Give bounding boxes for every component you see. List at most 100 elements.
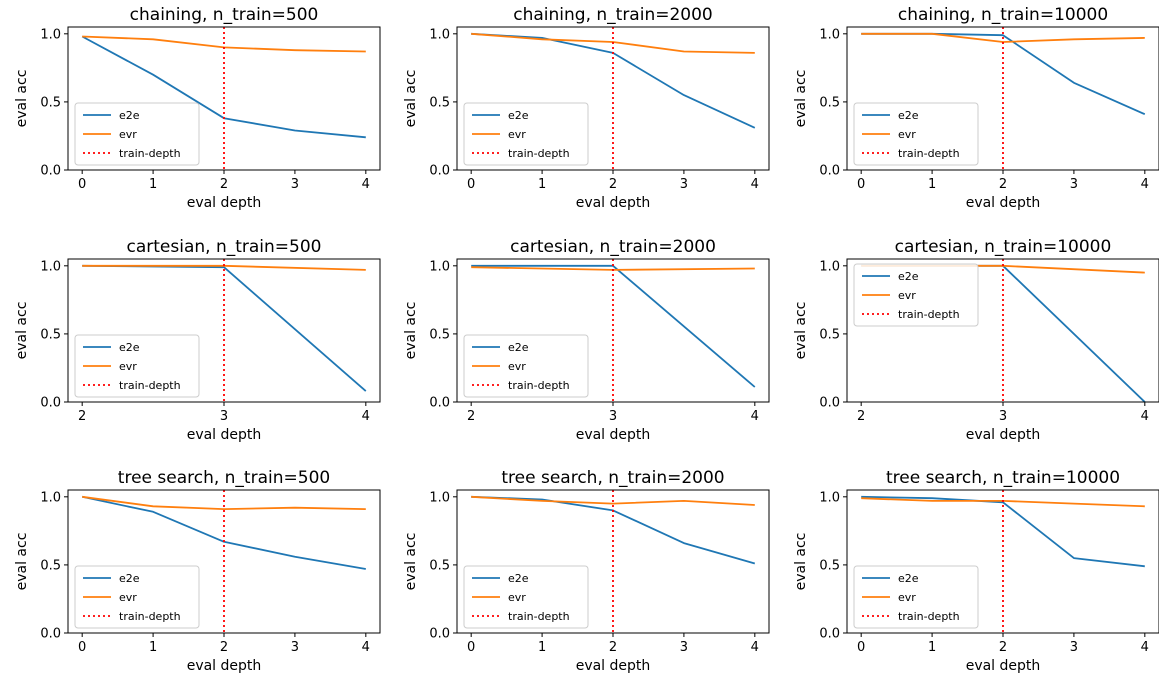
series-line-e2e (861, 495, 1145, 568)
y-axis-label: eval acc (14, 70, 30, 128)
y-tick-label: 0.5 (819, 558, 840, 573)
y-tick-label: 0.5 (40, 95, 61, 110)
legend-frame (463, 565, 589, 629)
axes-frame (67, 258, 381, 403)
x-tick-label: 4 (362, 177, 370, 192)
x-tick-label: 1 (928, 177, 936, 192)
y-tick-label: 0.0 (40, 164, 61, 179)
legend: e2e evr train-depth (74, 565, 200, 629)
series-line-evr (82, 495, 366, 511)
x-axis-label: eval depth (966, 658, 1041, 674)
x-tick-label: 3 (1070, 177, 1078, 192)
x-tick-label: 1 (149, 640, 157, 655)
y-tick-label: 0.0 (819, 164, 840, 179)
x-tick-label: 2 (857, 409, 865, 424)
axes-frame (456, 26, 770, 171)
y-tick-label: 0.0 (819, 396, 840, 411)
x-tick-label: 4 (751, 409, 759, 424)
x-tick-label: 3 (220, 409, 228, 424)
y-axis-label: eval acc (793, 533, 809, 591)
x-axis-label: eval depth (576, 658, 651, 674)
axes-frame (846, 26, 1159, 171)
x-axis-label: eval depth (187, 195, 262, 211)
x-tick-label: 1 (538, 177, 546, 192)
x-tick-label: 3 (1070, 640, 1078, 655)
x-tick-label: 2 (609, 640, 617, 655)
legend-label-train-depth: train-depth (898, 308, 960, 321)
legend-frame (853, 263, 979, 327)
x-axis-label: eval depth (576, 195, 651, 211)
legend: e2e evr train-depth (853, 102, 979, 166)
y-tick-label: 0.0 (819, 627, 840, 642)
legend: e2e evr train-depth (74, 334, 200, 398)
legend-label-evr: evr (508, 360, 526, 373)
x-tick-label: 0 (78, 640, 86, 655)
legend-label-evr: evr (898, 128, 916, 141)
legend-label-e2e: e2e (508, 572, 529, 585)
y-tick-label: 0.0 (40, 396, 61, 411)
y-tick-label: 0.0 (429, 396, 450, 411)
x-tick-label: 2 (467, 409, 475, 424)
y-tick-label: 1.0 (819, 259, 840, 274)
legend: e2e evr train-depth (853, 565, 979, 629)
subplot-5: cartesian, n_train=2000 0.0 0.5 1.0 2 3 4 eval … (403, 237, 770, 443)
y-tick-label: 1.0 (429, 27, 450, 42)
legend: e2e evr train-depth (463, 565, 589, 629)
legend: e2e evr train-depth (74, 102, 200, 166)
x-tick-label: 2 (609, 177, 617, 192)
subplot-title: cartesian, n_train=500 (127, 237, 322, 257)
y-tick-label: 0.5 (40, 327, 61, 342)
x-tick-label: 4 (751, 640, 759, 655)
x-tick-label: 4 (1141, 177, 1149, 192)
legend-frame (853, 102, 979, 166)
subplot-title: chaining, n_train=2000 (513, 5, 712, 25)
y-axis-label: eval acc (14, 302, 30, 360)
x-tick-label: 3 (291, 640, 299, 655)
legend-label-e2e: e2e (898, 572, 919, 585)
legend-label-train-depth: train-depth (898, 147, 960, 160)
y-tick-label: 0.5 (819, 327, 840, 342)
y-tick-label: 1.0 (40, 490, 61, 505)
y-tick-label: 0.5 (429, 327, 450, 342)
legend-label-e2e: e2e (119, 572, 140, 585)
legend-frame (853, 565, 979, 629)
legend-label-evr: evr (898, 289, 916, 302)
y-tick-label: 0.5 (429, 95, 450, 110)
legend-frame (463, 334, 589, 398)
x-tick-label: 3 (609, 409, 617, 424)
x-tick-label: 3 (999, 409, 1007, 424)
subplot-title: tree search, n_train=500 (118, 468, 330, 488)
y-tick-label: 1.0 (819, 490, 840, 505)
x-tick-label: 2 (220, 177, 228, 192)
x-tick-label: 0 (857, 177, 865, 192)
y-tick-label: 1.0 (429, 490, 450, 505)
legend-label-train-depth: train-depth (508, 147, 570, 160)
subplot-title: cartesian, n_train=10000 (895, 237, 1112, 257)
y-tick-label: 0.0 (429, 164, 450, 179)
x-tick-label: 0 (467, 177, 475, 192)
legend-label-e2e: e2e (508, 341, 529, 354)
subplot-7: tree search, n_train=500 0.0 0.5 1.0 0 1 2 3 4 ev… (14, 468, 381, 674)
y-axis-label: eval acc (403, 302, 419, 360)
legend-label-e2e: e2e (898, 109, 919, 122)
legend-label-train-depth: train-depth (119, 147, 181, 160)
axes-frame (456, 258, 770, 403)
subplot-2: chaining, n_train=2000 0.0 0.5 1.0 0 1 2 3 4 eval… (403, 5, 770, 211)
legend-label-evr: evr (119, 128, 137, 141)
subplot-title: chaining, n_train=10000 (898, 5, 1108, 25)
series-line-evr (471, 495, 755, 506)
y-axis-label: eval acc (793, 302, 809, 360)
legend-label-e2e: e2e (508, 109, 529, 122)
subplot-4: cartesian, n_train=500 0.0 0.5 1.0 2 3 4 eval d… (14, 237, 381, 443)
x-tick-label: 4 (751, 177, 759, 192)
legend-label-train-depth: train-depth (508, 610, 570, 623)
y-tick-label: 0.5 (40, 558, 61, 573)
x-tick-label: 0 (467, 640, 475, 655)
axes-frame (67, 489, 381, 634)
y-tick-label: 1.0 (819, 27, 840, 42)
legend-label-evr: evr (508, 591, 526, 604)
x-tick-label: 0 (857, 640, 865, 655)
legend-label-e2e: e2e (119, 341, 140, 354)
x-axis-label: eval depth (966, 427, 1041, 443)
